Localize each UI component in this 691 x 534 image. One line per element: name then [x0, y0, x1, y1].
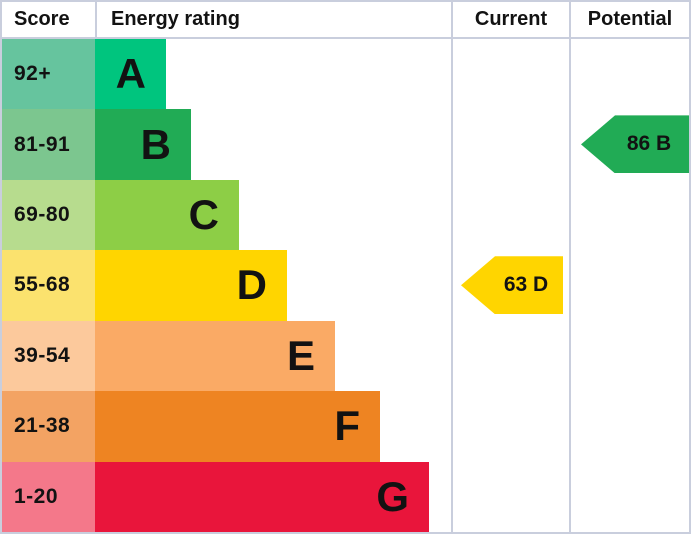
- current-cell-c: [451, 179, 569, 251]
- band-bar-area-f: F: [95, 391, 451, 462]
- band-row-f: 21-38 F: [2, 391, 689, 462]
- header-score: Score: [2, 2, 97, 37]
- header-current: Current: [451, 2, 569, 37]
- band-row-b: 81-91 B 86 B: [2, 109, 689, 180]
- band-bar-b: B: [95, 109, 191, 180]
- potential-cell-d: [569, 250, 689, 321]
- band-row-e: 39-54 E: [2, 320, 689, 392]
- potential-cell-b: 86 B: [569, 109, 689, 180]
- score-range-d: 55-68: [2, 250, 95, 321]
- current-cell-g: [451, 461, 569, 532]
- current-cell-e: [451, 320, 569, 392]
- current-cell-f: [451, 391, 569, 462]
- chart-header-row: Score Energy rating Current Potential: [2, 2, 689, 39]
- band-row-d: 55-68 D 63 D: [2, 250, 689, 321]
- score-range-a: 92+: [2, 39, 95, 110]
- potential-rating-arrow: 86 B: [581, 115, 689, 174]
- band-bar-d: D: [95, 250, 287, 321]
- band-bar-f: F: [95, 391, 380, 462]
- band-bar-g: G: [95, 461, 429, 532]
- band-bar-area-e: E: [95, 320, 451, 392]
- current-cell-d: 63 D: [451, 250, 569, 321]
- potential-cell-f: [569, 391, 689, 462]
- potential-cell-g: [569, 461, 689, 532]
- band-row-c: 69-80 C: [2, 179, 689, 251]
- header-potential: Potential: [569, 2, 689, 37]
- current-rating-arrow: 63 D: [461, 256, 563, 315]
- band-bar-area-c: C: [95, 179, 451, 251]
- band-bar-e: E: [95, 320, 335, 392]
- band-bar-a: A: [95, 39, 166, 110]
- header-energy-rating: Energy rating: [111, 8, 240, 30]
- band-rows: 92+ A 81-91 B 86 B 69-80 C: [2, 39, 689, 532]
- score-range-f: 21-38: [2, 391, 95, 462]
- band-bar-area-d: D: [95, 250, 451, 321]
- potential-cell-c: [569, 179, 689, 251]
- band-bar-area-a: A: [95, 39, 451, 110]
- band-bar-c: C: [95, 179, 239, 251]
- score-range-e: 39-54: [2, 320, 95, 392]
- score-range-c: 69-80: [2, 179, 95, 251]
- score-range-g: 1-20: [2, 461, 95, 532]
- potential-cell-a: [569, 39, 689, 110]
- potential-cell-e: [569, 320, 689, 392]
- band-bar-area-b: B: [95, 109, 451, 180]
- band-row-a: 92+ A: [2, 39, 689, 110]
- band-row-g: 1-20 G: [2, 461, 689, 532]
- score-range-b: 81-91: [2, 109, 95, 180]
- band-bar-area-g: G: [95, 461, 451, 532]
- current-cell-a: [451, 39, 569, 110]
- current-cell-b: [451, 109, 569, 180]
